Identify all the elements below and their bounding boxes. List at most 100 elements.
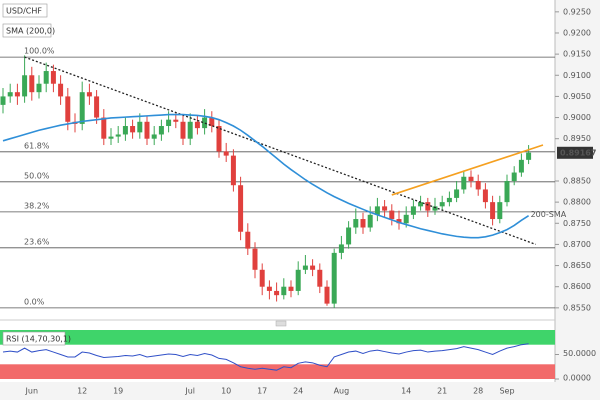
- candle-body: [122, 126, 128, 135]
- candle-body: [108, 136, 114, 139]
- candle-body: [418, 202, 424, 207]
- resize-handle[interactable]: [275, 320, 287, 327]
- candle-body: [446, 197, 452, 203]
- candle-body: [86, 92, 92, 97]
- candle-body: [360, 219, 366, 228]
- x-tick-label: 21: [437, 387, 447, 396]
- candle-body: [194, 121, 200, 129]
- indicator-label: SMA (200,0): [6, 27, 55, 36]
- candle-body: [518, 159, 524, 173]
- candle-body: [209, 117, 215, 127]
- candle-body: [490, 202, 496, 220]
- y-tick-label: 0.8750: [563, 219, 591, 228]
- candle-body: [202, 117, 208, 129]
- candle-body: [216, 126, 222, 152]
- x-tick-label: Sep: [499, 387, 514, 396]
- candle-body: [223, 151, 229, 156]
- candle-body: [180, 121, 186, 139]
- date-axis-panel: [0, 382, 555, 400]
- candle-body: [389, 210, 395, 220]
- sma-line: [2, 113, 530, 239]
- candle-body: [302, 265, 308, 270]
- trendline: [391, 144, 544, 196]
- candle-body: [425, 202, 431, 211]
- y-tick-label: 0.9200: [563, 28, 591, 37]
- candle-body: [454, 189, 460, 198]
- candle-body: [0, 96, 6, 105]
- candle-body: [353, 219, 359, 228]
- fib-label: 23.6%: [24, 237, 50, 246]
- candle-body: [130, 126, 136, 133]
- candle-body: [187, 121, 193, 139]
- candle-body: [310, 265, 316, 270]
- symbol-label: USD/CHF: [6, 7, 42, 16]
- candle-body: [58, 83, 64, 97]
- candle-body: [497, 202, 503, 220]
- oversold-band: [0, 364, 555, 379]
- price-axis-panel: [555, 0, 600, 400]
- candle-body: [230, 155, 236, 186]
- candle-body: [266, 286, 272, 291]
- rsi-line: [2, 343, 529, 371]
- fib-label: 100.0%: [24, 47, 55, 56]
- candle-body: [252, 248, 258, 270]
- rsi-label: RSI (14,70,30,1): [6, 335, 71, 344]
- candle-body: [274, 290, 280, 296]
- indicator-box: [2, 23, 52, 38]
- candle-body: [166, 119, 172, 127]
- y-tick-label: 0.9150: [563, 50, 591, 59]
- fib-label: 61.8%: [24, 141, 50, 150]
- candle-body: [346, 227, 352, 245]
- y-tick-label: 0.8700: [563, 240, 591, 249]
- candle-body: [324, 286, 330, 304]
- candle-body: [7, 92, 13, 97]
- y-tick-label: 0.8950: [563, 134, 591, 143]
- last-price-tag: [557, 146, 593, 159]
- candle-body: [374, 206, 380, 215]
- candle-body: [259, 269, 265, 287]
- candle-body: [43, 71, 49, 84]
- plot: 100.0% 61.8% 50.0% 38.2% 23.6% 0.0% 200-SMA: [0, 47, 567, 379]
- candle-body: [158, 126, 164, 135]
- candle-body: [245, 231, 251, 249]
- candle-body: [115, 134, 121, 137]
- candle-body: [22, 75, 28, 97]
- trendline: [24, 56, 537, 246]
- y-tick-label: 0.9050: [563, 92, 591, 101]
- y-tick-label: 0.9100: [563, 71, 591, 80]
- last-price-label: 0.89167: [560, 148, 596, 157]
- candle-body: [79, 92, 85, 124]
- candle-body: [65, 96, 71, 122]
- y-tick-label: 0.8800: [563, 198, 591, 207]
- y-tick-label: 0.8600: [563, 282, 591, 291]
- y-tick-label: 0.0000: [563, 374, 591, 383]
- candle-body: [382, 206, 388, 211]
- candle-body: [396, 219, 402, 224]
- candle-body: [137, 121, 143, 133]
- x-tick-label: 17: [257, 387, 267, 396]
- candle-body: [50, 71, 56, 84]
- y-tick-label: 0.8650: [563, 261, 591, 270]
- candle-body: [151, 134, 157, 139]
- x-tick-label: 24: [293, 387, 303, 396]
- candle-body: [173, 119, 179, 122]
- candle-body: [101, 117, 107, 139]
- sma-label: 200-SMA: [531, 210, 567, 219]
- candle-body: [36, 83, 42, 93]
- candle-body: [461, 176, 467, 190]
- candle-body: [475, 180, 481, 190]
- candle-body: [511, 172, 517, 181]
- fib-label: 0.0%: [24, 297, 45, 306]
- candle-body: [144, 121, 150, 139]
- x-tick-label: Aug: [334, 387, 350, 396]
- x-tick-label: 10: [221, 387, 231, 396]
- candle-body: [504, 180, 510, 203]
- candle-body: [468, 176, 474, 181]
- y-tick-label: 0.8850: [563, 176, 591, 185]
- candle-body: [367, 214, 373, 228]
- candle-body: [439, 202, 445, 207]
- candle-body: [432, 206, 438, 211]
- overbought-band: [0, 330, 555, 345]
- candle-body: [14, 92, 20, 97]
